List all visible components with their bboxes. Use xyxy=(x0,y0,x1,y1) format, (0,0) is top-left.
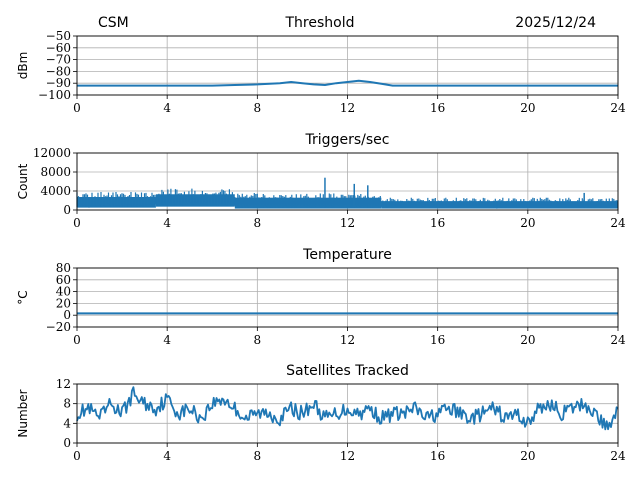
x-tick-label: 0 xyxy=(73,101,81,115)
x-tick-label: 24 xyxy=(610,449,626,463)
axes-frame xyxy=(76,152,619,211)
x-tick-label: 8 xyxy=(254,216,262,230)
y-tick-label: −60 xyxy=(46,41,71,55)
y-tick-label: 60 xyxy=(56,273,71,287)
y-axis-label: dBm xyxy=(16,52,30,80)
count-series-line xyxy=(234,193,381,209)
x-tick-label: 12 xyxy=(340,449,355,463)
y-axis-label: Count xyxy=(16,163,30,199)
x-tick-label: 8 xyxy=(254,449,262,463)
panel-title: Satellites Tracked xyxy=(286,363,409,379)
y-tick-label: 8 xyxy=(63,397,71,411)
x-tick-label: 20 xyxy=(520,333,535,347)
y-tick-label: 12000 xyxy=(33,146,71,160)
x-tick-label: 16 xyxy=(430,101,445,115)
x-tick-label: 4 xyxy=(163,101,171,115)
x-tick-label: 24 xyxy=(610,333,626,347)
header-left-label: CSM xyxy=(98,15,129,31)
y-tick-label: 12 xyxy=(56,377,71,391)
y-tick-label: 40 xyxy=(56,285,71,299)
header-center-title: Threshold xyxy=(285,15,355,31)
y-tick-label: −80 xyxy=(46,64,71,78)
x-tick-label: 4 xyxy=(163,449,171,463)
x-tick-label: 8 xyxy=(254,333,262,347)
y-tick-label: 4000 xyxy=(40,184,71,198)
x-tick-label: 24 xyxy=(610,216,626,230)
axes-frame xyxy=(76,35,619,96)
y-tick-label: 0 xyxy=(63,203,71,217)
y-tick-label: 0 xyxy=(63,436,71,450)
y-tick-label: −70 xyxy=(46,53,71,67)
y-tick-label: −20 xyxy=(46,320,71,334)
satellites-series-line xyxy=(76,386,619,431)
y-tick-label: 8000 xyxy=(40,165,71,179)
count-series-line xyxy=(155,188,235,207)
axes-frame xyxy=(76,267,619,328)
x-tick-label: 0 xyxy=(73,216,81,230)
x-tick-label: 12 xyxy=(340,101,355,115)
x-tick-label: 16 xyxy=(430,449,445,463)
x-tick-label: 12 xyxy=(340,333,355,347)
threshold-series-line xyxy=(77,79,618,87)
y-tick-label: −50 xyxy=(46,29,71,43)
y-tick-label: 20 xyxy=(56,296,71,310)
y-axis-label: °C xyxy=(16,290,30,304)
y-tick-label: 80 xyxy=(56,261,71,275)
header-date: 2025/12/24 xyxy=(515,15,596,31)
count-series-line xyxy=(380,197,618,209)
count-series-line xyxy=(76,192,156,208)
x-tick-label: 20 xyxy=(520,216,535,230)
y-axis-label: Number xyxy=(16,389,30,437)
x-tick-label: 16 xyxy=(430,216,445,230)
panel-title: Temperature xyxy=(302,247,392,263)
x-tick-label: 8 xyxy=(254,101,262,115)
x-tick-label: 4 xyxy=(163,216,171,230)
x-tick-label: 0 xyxy=(73,449,81,463)
x-tick-label: 20 xyxy=(520,449,535,463)
y-tick-label: 0 xyxy=(63,308,71,322)
x-tick-label: 16 xyxy=(430,333,445,347)
y-tick-label: −90 xyxy=(46,76,71,90)
x-tick-label: 20 xyxy=(520,101,535,115)
x-tick-label: 12 xyxy=(340,216,355,230)
panel-title: Triggers/sec xyxy=(305,132,390,148)
x-tick-label: 4 xyxy=(163,333,171,347)
axes-frame xyxy=(76,383,619,444)
y-tick-label: −100 xyxy=(38,88,71,102)
x-tick-label: 24 xyxy=(610,101,626,115)
y-tick-label: 4 xyxy=(63,416,71,430)
x-tick-label: 0 xyxy=(73,333,81,347)
